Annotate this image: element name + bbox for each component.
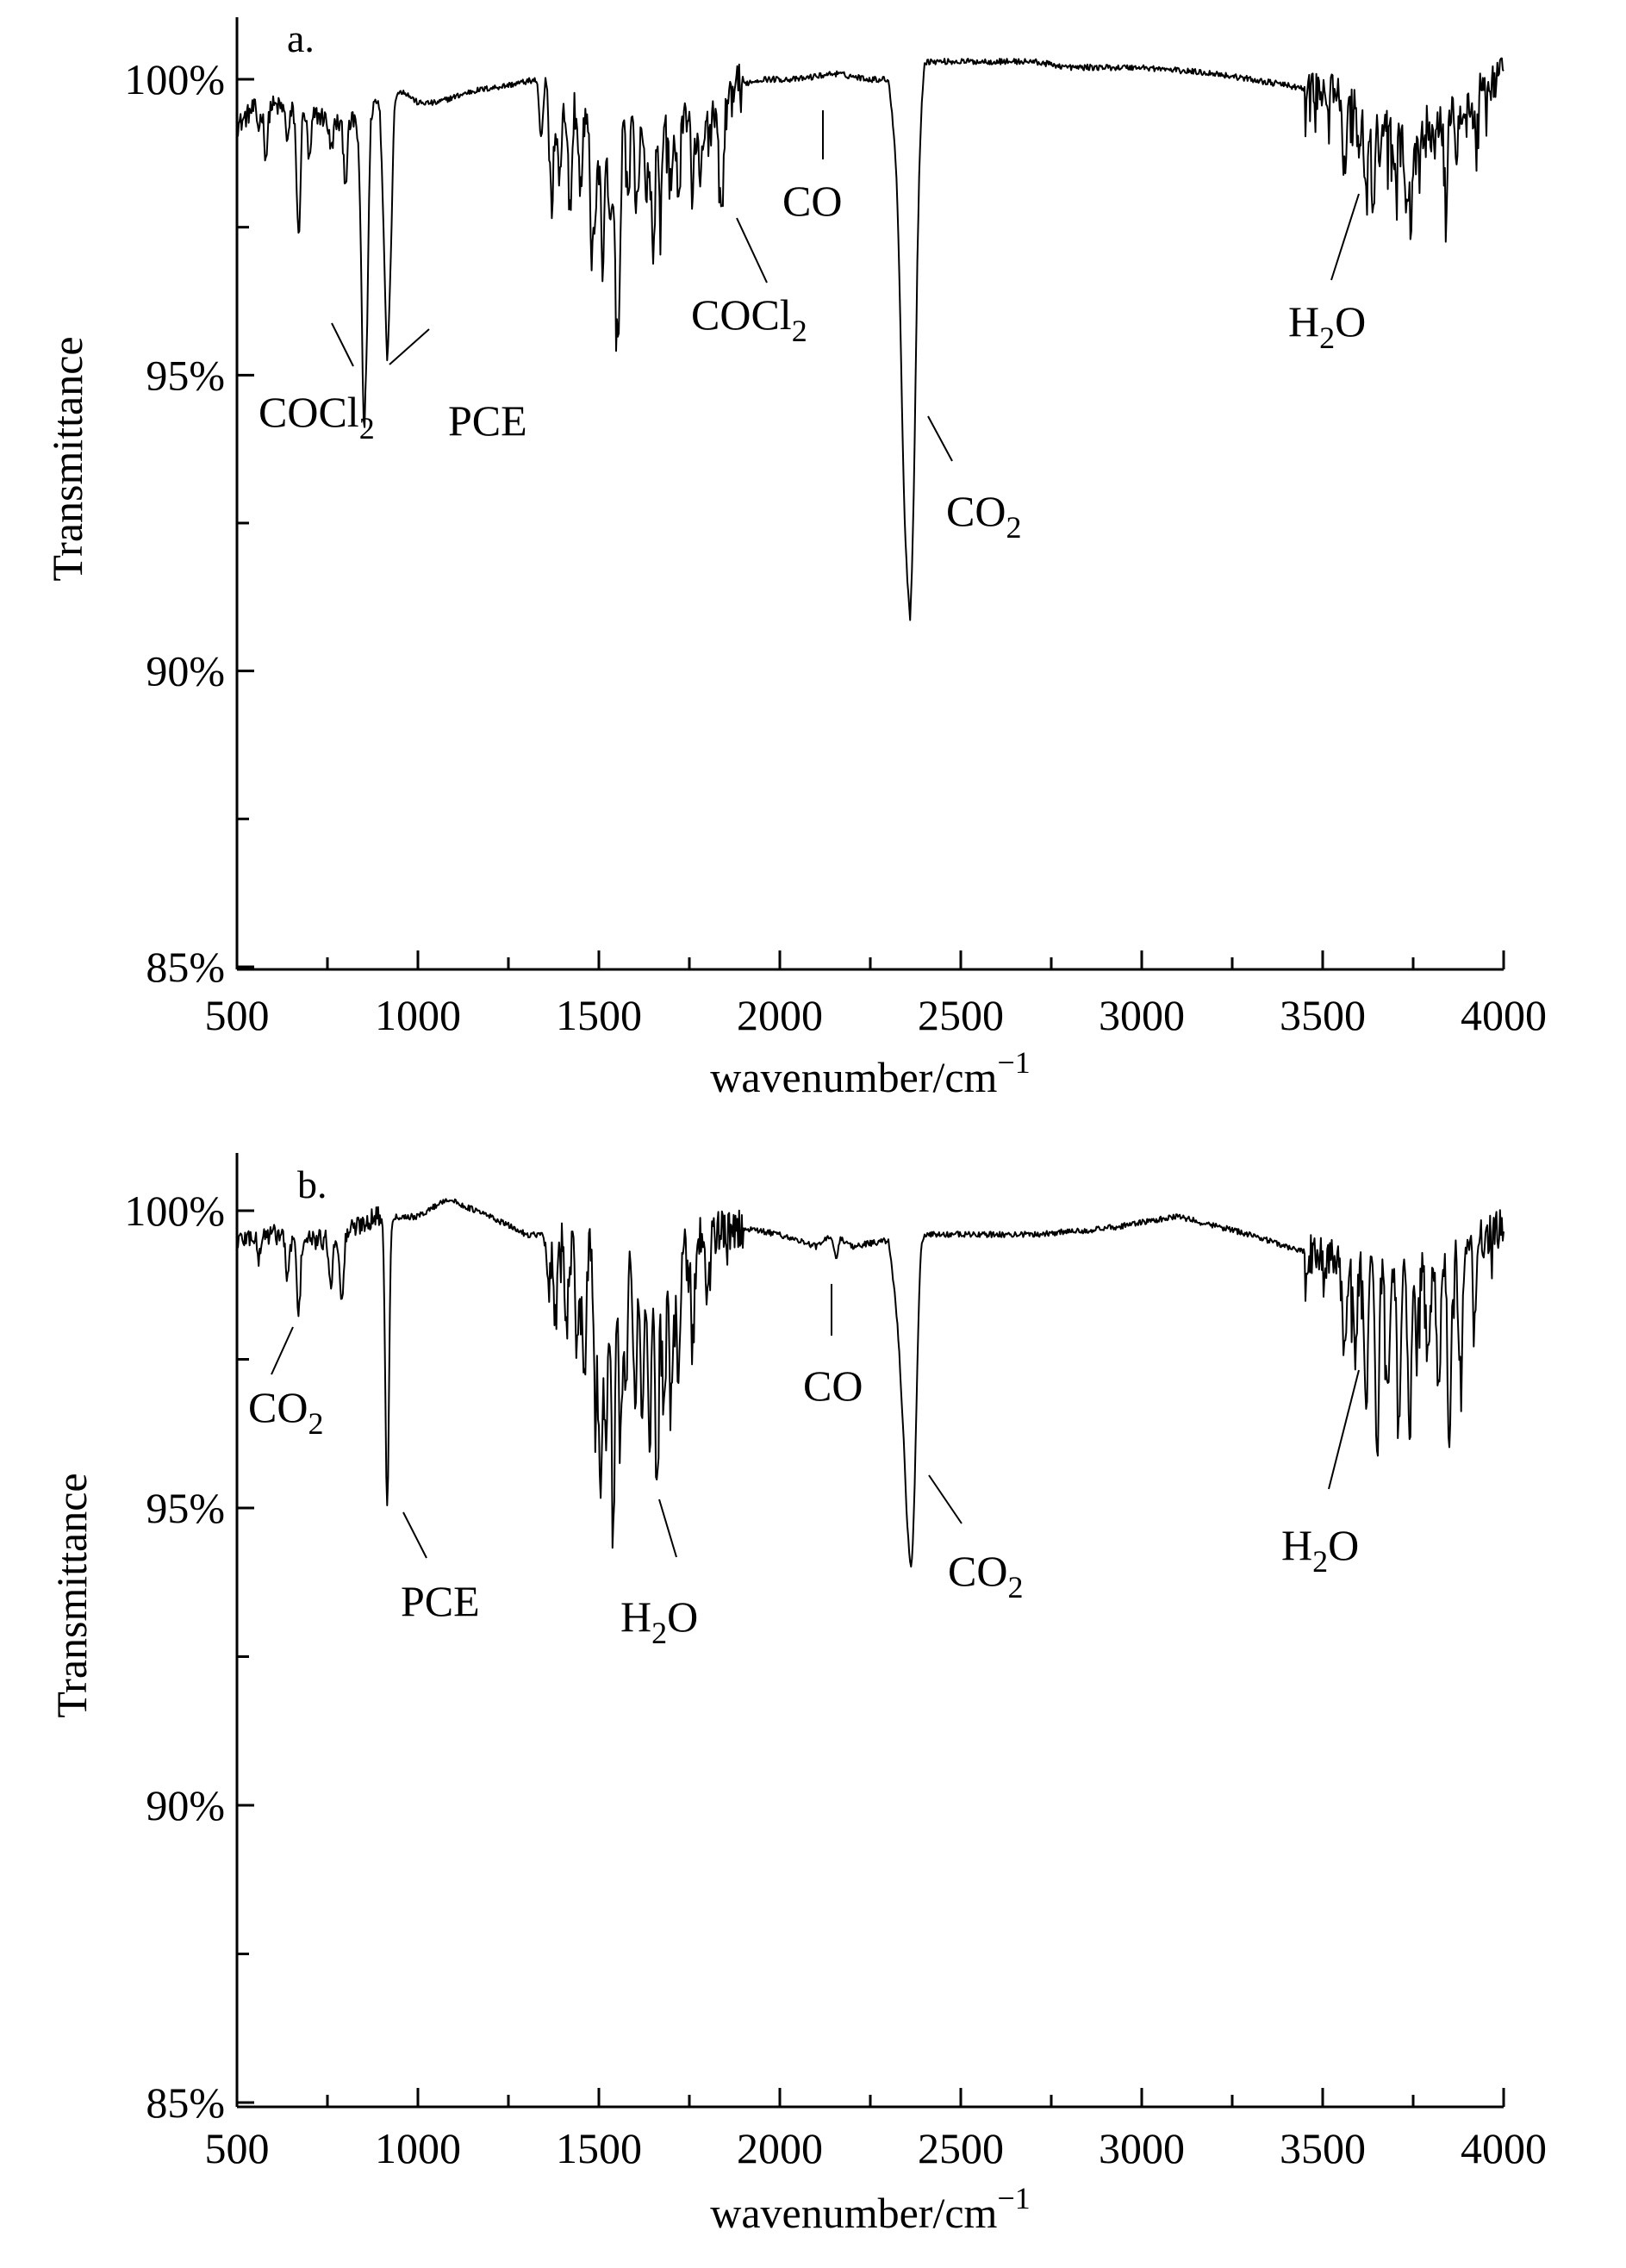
annotation-label: CO2 <box>948 1547 1023 1604</box>
x-tick-label: 2000 <box>737 2124 823 2172</box>
annotation-label: PCE <box>448 396 527 445</box>
annotation-leader-line <box>331 322 354 367</box>
x-tick-label: 3500 <box>1280 991 1366 1039</box>
y-tick-label: 100% <box>124 1187 225 1235</box>
spectrum-line <box>236 57 1505 621</box>
annotation-leader-line <box>389 328 430 365</box>
annotation-leader-line <box>928 1474 963 1524</box>
annotation-leader-line <box>736 217 768 284</box>
y-tick-label: 90% <box>146 1781 225 1829</box>
y-tick-label: 95% <box>146 1484 225 1532</box>
annotation-label: CO <box>782 177 842 225</box>
x-tick-label: 2000 <box>737 991 823 1039</box>
annotation-leader-line <box>658 1498 677 1558</box>
x-tick-label: 1500 <box>556 991 642 1039</box>
x-tick-label: 1500 <box>556 2124 642 2172</box>
y-tick-label: 100% <box>124 55 225 103</box>
annotation-leader-line <box>1328 1369 1360 1490</box>
annotation-leader-line <box>1330 193 1360 281</box>
y-axis-title: Transmittance <box>43 336 91 581</box>
x-axis-title: wavenumber/cm−1 <box>710 2181 1031 2237</box>
annotation-label: CO <box>803 1361 863 1410</box>
x-tick-label: 1000 <box>375 2124 461 2172</box>
annotation-label: COCl2 <box>691 290 807 348</box>
chart-panel-a: 85% 90% 95% 100% 500 1000 1500 2000 2500 3000 3500… <box>43 16 1547 1101</box>
panel-label: a. <box>287 16 315 60</box>
y-axis-title: Transmittance <box>47 1473 96 1717</box>
x-tick-label: 4000 <box>1461 991 1547 1039</box>
x-tick-label: 2500 <box>918 2124 1004 2172</box>
annotation-leader-line <box>927 415 953 462</box>
panel-label: b. <box>297 1162 327 1206</box>
y-tick-label: 85% <box>146 2078 225 2127</box>
annotation-leader-line <box>271 1326 294 1375</box>
x-tick-label: 3500 <box>1280 2124 1366 2172</box>
x-tick-label: 1000 <box>375 991 461 1039</box>
y-tick-label: 90% <box>146 647 225 695</box>
annotation-label: CO2 <box>248 1383 323 1441</box>
annotation-label: COCl2 <box>259 388 375 446</box>
x-tick-label: 3000 <box>1099 2124 1185 2172</box>
annotation-label: H2O <box>1281 1521 1359 1579</box>
x-axis-title: wavenumber/cm−1 <box>710 1045 1031 1101</box>
annotation-label: H2O <box>620 1592 698 1650</box>
x-tick-label: 2500 <box>918 991 1004 1039</box>
x-tick-label: 500 <box>205 2124 270 2172</box>
annotation-label: CO2 <box>946 487 1021 545</box>
annotation-leader-line <box>402 1511 427 1559</box>
annotation-label: H2O <box>1288 297 1366 355</box>
x-tick-label: 4000 <box>1461 2124 1547 2172</box>
y-tick-label: 95% <box>146 351 225 399</box>
annotation-label: PCE <box>401 1577 480 1625</box>
spectrum-line <box>236 1198 1505 1568</box>
x-tick-label: 500 <box>205 991 270 1039</box>
y-tick-label: 85% <box>146 943 225 991</box>
x-tick-label: 3000 <box>1099 991 1185 1039</box>
chart-panel-b: 85% 90% 95% 100% 500 1000 1500 2000 2500 3000 3500… <box>47 1153 1547 2237</box>
